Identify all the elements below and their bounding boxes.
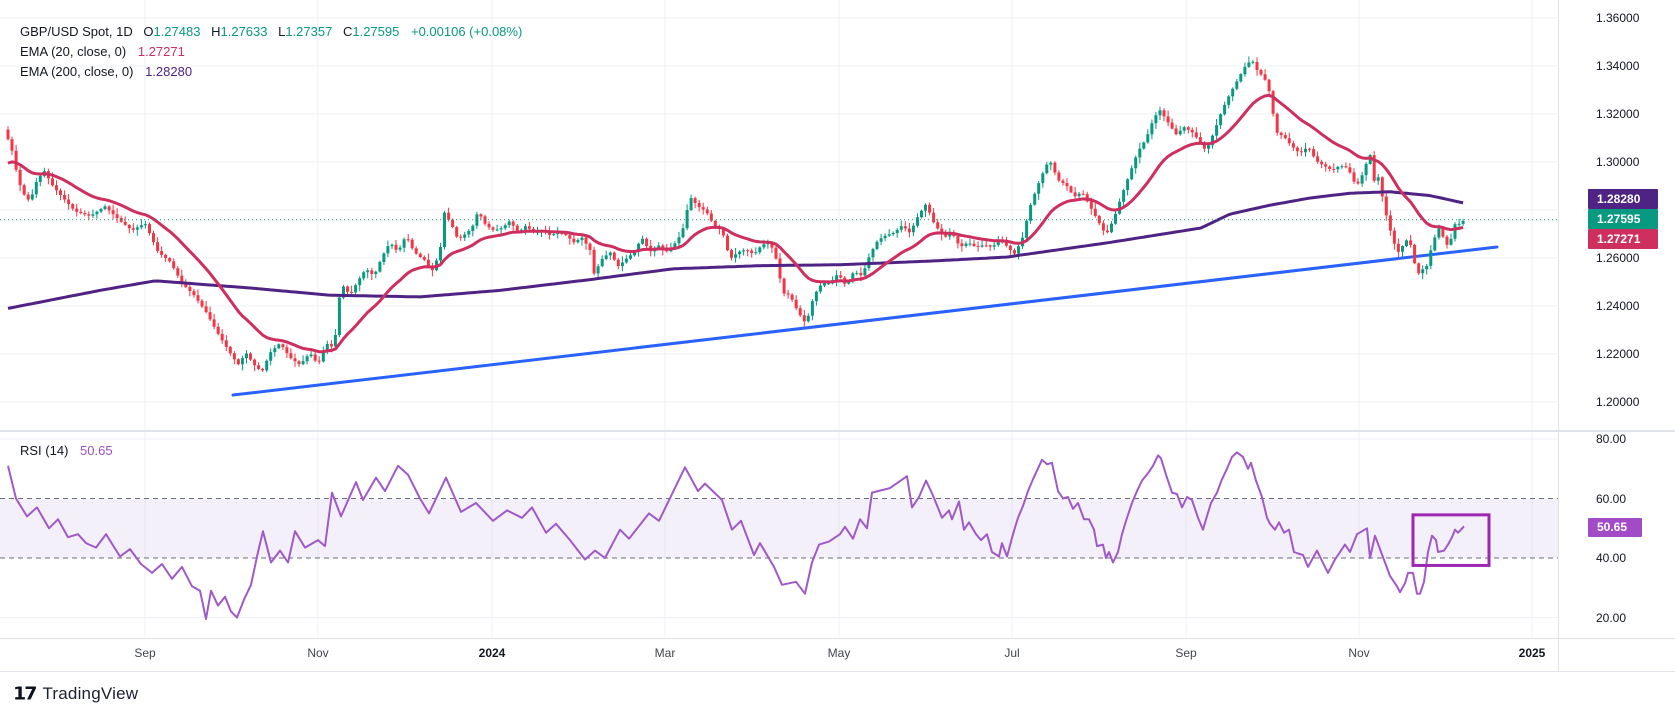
ema200-label: EMA (200, close, 0) [20, 64, 134, 79]
high-value: 1.27633 [220, 24, 268, 39]
symbol-title: GBP/USD Spot, 1D [20, 24, 133, 39]
ema20-legend-row[interactable]: EMA (20, close, 0) 1.27271 [20, 44, 185, 59]
time-axis-border [0, 638, 1675, 639]
price-axis-label: 1.32000 [1596, 107, 1640, 121]
axis-price-badge: 1.28280 [1588, 189, 1658, 209]
axis-price-badge: 50.65 [1588, 518, 1642, 537]
rsi-axis-label: 60.00 [1596, 491, 1627, 506]
price-axis-label: 1.24000 [1596, 299, 1640, 313]
time-axis-label: 2025 [1518, 646, 1546, 660]
open-label: O [143, 24, 154, 39]
price-pane-canvas[interactable] [0, 0, 1558, 431]
rsi-pane-canvas[interactable] [0, 431, 1558, 638]
price-axis-label: 1.22000 [1596, 347, 1640, 361]
ema200-legend-row[interactable]: EMA (200, close, 0) 1.28280 [20, 64, 192, 79]
low-value: 1.27357 [285, 24, 333, 39]
pane-separator[interactable] [0, 430, 1675, 432]
rsi-axis-label: 20.00 [1596, 610, 1627, 625]
low-label: L [278, 24, 286, 39]
time-axis-label: Nov [1348, 646, 1370, 660]
tradingview-brand-text: TradingView [42, 684, 139, 703]
axis-price-badge: 1.27595 [1588, 209, 1658, 229]
symbol-legend-row[interactable]: GBP/USD Spot, 1D O1.27483 H1.27633 L1.27… [20, 24, 522, 39]
open-value: 1.27483 [153, 24, 201, 39]
high-label: H [211, 24, 221, 39]
price-axis-label: 1.34000 [1596, 59, 1640, 73]
rsi-value: 50.65 [80, 443, 113, 458]
chart-bottom-border [0, 671, 1675, 672]
axis-price-badge: 1.27271 [1588, 229, 1658, 249]
ema20-label: EMA (20, close, 0) [20, 44, 127, 59]
ema200-value: 1.28280 [145, 64, 193, 79]
price-axis-label: 1.36000 [1596, 11, 1640, 25]
time-axis-label: Sep [1175, 646, 1197, 660]
price-axis-border [1558, 0, 1559, 672]
rsi-axis-label: 40.00 [1596, 551, 1627, 565]
rsi-axis-label: 80.00 [1596, 432, 1627, 446]
time-axis-label: May [827, 646, 851, 660]
tradingview-logo-icon: 17 [13, 683, 37, 705]
time-axis-label: Sep [134, 646, 156, 660]
change-value: +0.00106 (+0.08%) [410, 24, 523, 39]
price-axis-label: 1.30000 [1596, 155, 1640, 169]
time-axis-label: Jul [1004, 646, 1020, 660]
time-axis-label: Nov [307, 646, 329, 660]
rsi-legend-row[interactable]: RSI (14) 50.65 [20, 443, 113, 458]
close-value: 1.27595 [352, 24, 400, 39]
time-axis-label: Mar [654, 646, 676, 660]
close-label: C [342, 24, 353, 39]
time-axis-label: 2024 [478, 646, 506, 660]
price-axis-label: 1.20000 [1596, 395, 1640, 409]
tradingview-logo[interactable]: 17 TradingView [13, 683, 138, 705]
ema20-value: 1.27271 [137, 44, 185, 59]
rsi-label: RSI (14) [20, 443, 69, 458]
price-axis-label: 1.26000 [1596, 251, 1640, 265]
